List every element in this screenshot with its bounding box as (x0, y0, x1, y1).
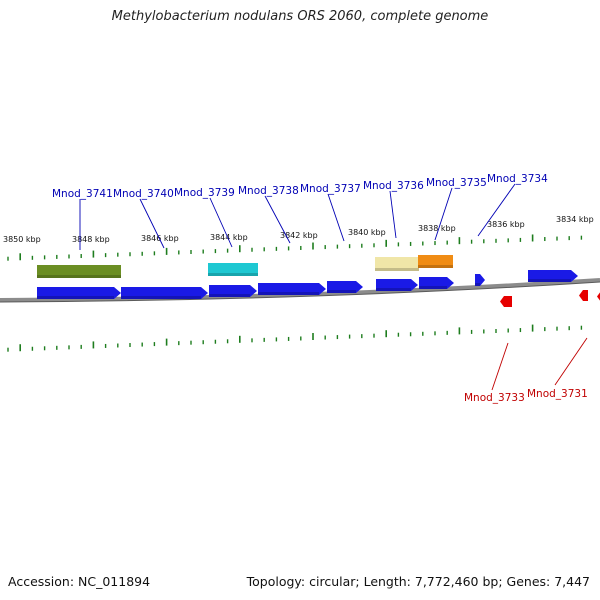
callout-line (264, 195, 291, 244)
feature-olive (37, 265, 121, 278)
ruler-label: 3846 kbp (141, 234, 179, 243)
gene-arrow-shade (419, 286, 447, 289)
gene-arrow-shade (209, 294, 250, 297)
gene-label-forward: Mnod_3734 (487, 173, 548, 185)
feature-cyan (208, 263, 258, 276)
gene-label-forward: Mnod_3736 (363, 180, 424, 192)
ruler-ticks-bottom (7, 324, 583, 352)
callout-line (139, 198, 165, 249)
gene-arrow-forward (209, 285, 257, 297)
feature-olive-shade (37, 275, 121, 278)
gene-arrow-forward (475, 274, 485, 286)
gene-arrow-shade (475, 283, 480, 286)
gene-arrow-forward (37, 287, 121, 299)
callout-line (554, 337, 588, 386)
gene-arrow-shade (37, 296, 114, 299)
ruler-label: 3844 kbp (210, 233, 248, 242)
gene-label-forward: Mnod_3740 (113, 188, 174, 200)
gene-arrow-shade (376, 288, 411, 291)
callout-line (389, 190, 397, 239)
feature-khaki (375, 257, 419, 271)
gene-label-reverse: Mnod_3733 (464, 392, 525, 404)
feature-orange-shade (418, 265, 453, 268)
accession-label: Accession: NC_011894 (8, 574, 151, 589)
backbone-shadow (0, 281, 600, 303)
map-title: Methylobacterium nodulans ORS 2060, comp… (111, 9, 489, 24)
gene-arrow-forward (419, 277, 454, 289)
gene-arrow-reverse (500, 296, 512, 307)
feature-cyan-shade (208, 273, 258, 276)
ruler-label: 3840 kbp (348, 228, 386, 237)
feature-track (37, 255, 453, 278)
gene-label-forward: Mnod_3735 (426, 177, 487, 189)
ruler-labels: 3850 kbp 3848 kbp 3846 kbp 3844 kbp 3842 kbp… (3, 215, 594, 244)
forward-genes (37, 270, 578, 299)
callout-line (327, 193, 345, 242)
gene-arrow-forward (528, 270, 578, 282)
gene-arrow-forward (258, 283, 326, 295)
gene-arrow-shade (327, 290, 356, 293)
gene-arrow-reverse (579, 290, 588, 301)
ruler-ticks-top (7, 234, 583, 261)
ruler-label: 3836 kbp (487, 220, 525, 229)
gene-label-forward: Mnod_3739 (174, 187, 235, 199)
gene-arrow-shade (258, 292, 319, 295)
gene-label-forward: Mnod_3737 (300, 183, 361, 195)
feature-khaki-shade (375, 268, 419, 271)
gene-arrow-shade (528, 279, 571, 282)
gene-arrow-forward (327, 281, 363, 293)
callout-line (491, 342, 509, 391)
callout-line (434, 187, 453, 241)
feature-orange (418, 255, 453, 268)
callout-line (209, 197, 233, 248)
gene-arrow-reverse (597, 292, 600, 301)
gene-label-forward: Mnod_3738 (238, 185, 299, 197)
genome-summary: Topology: circular; Length: 7,772,460 bp… (246, 574, 590, 589)
ruler-label: 3834 kbp (556, 215, 594, 224)
callout-line (477, 183, 516, 237)
gene-callouts: Mnod_3741 Mnod_3740 Mnod_3739 Mnod_3738 Mnod… (52, 173, 588, 404)
gene-label-forward: Mnod_3741 (52, 188, 113, 200)
reverse-genes (500, 290, 600, 307)
gene-arrow-shade (121, 296, 201, 299)
ruler-label: 3848 kbp (72, 235, 110, 244)
gene-arrow-forward (121, 287, 208, 299)
gene-arrow-forward (376, 279, 418, 291)
ruler-label: 3838 kbp (418, 224, 456, 233)
ruler-label: 3842 kbp (280, 231, 318, 240)
gene-label-reverse: Mnod_3731 (527, 388, 588, 400)
ruler-label: 3850 kbp (3, 235, 41, 244)
